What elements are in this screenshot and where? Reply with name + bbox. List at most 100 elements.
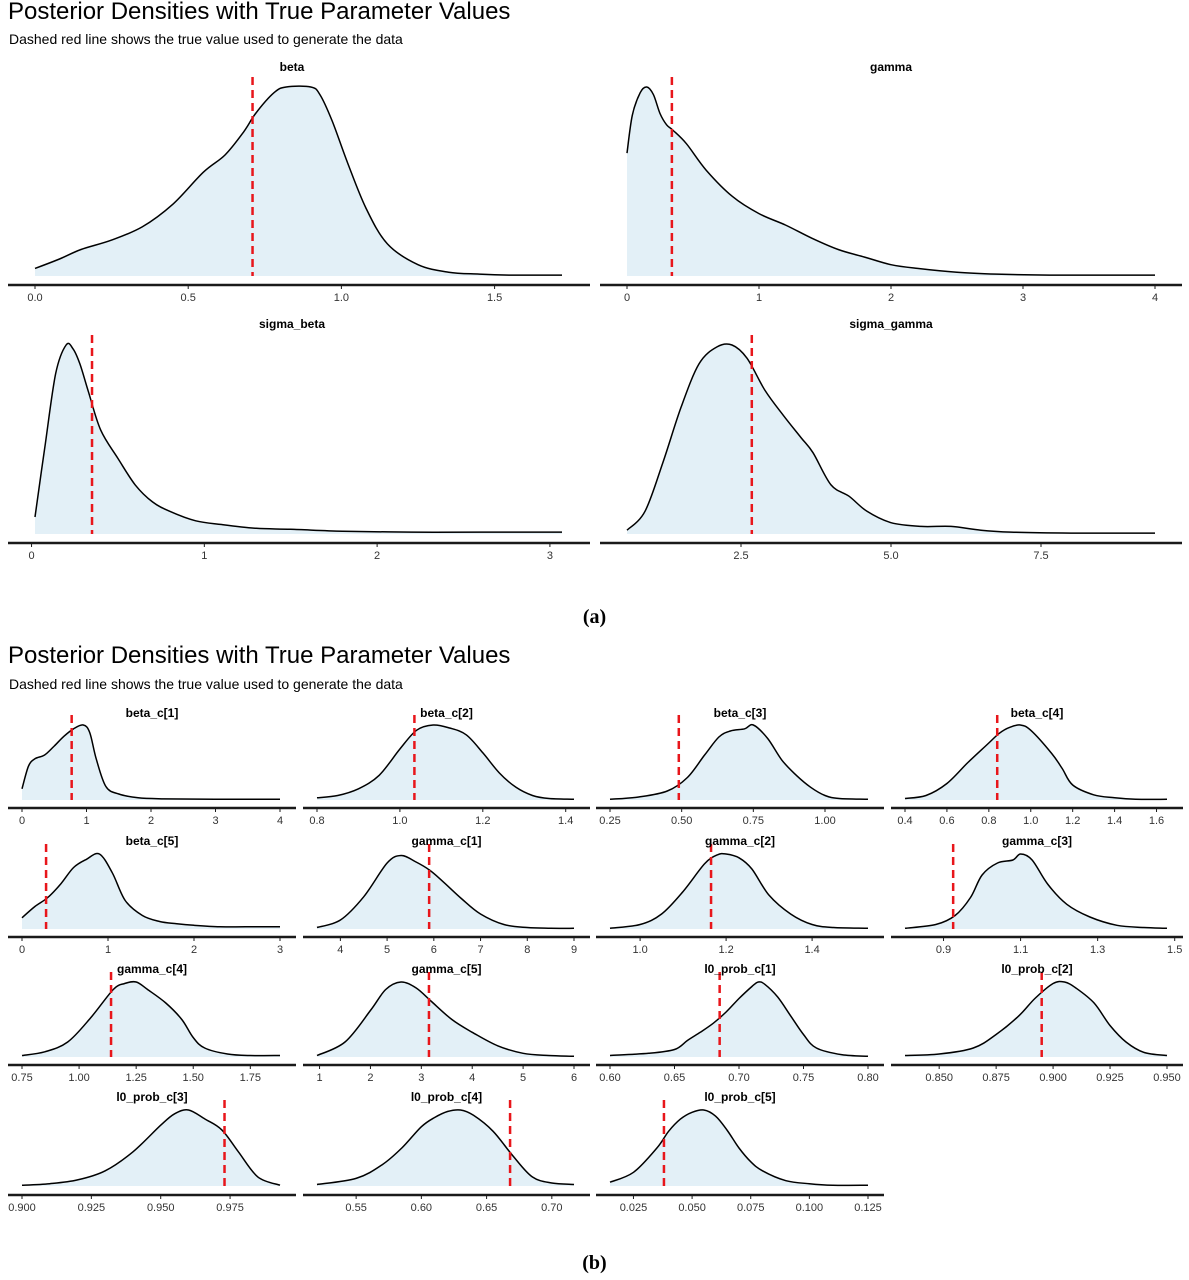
density-area [610,1109,868,1186]
x-tick-label: 0.75 [793,1072,814,1084]
x-tick-label: 2.5 [733,550,748,562]
panel-title: sigma_gamma [849,317,933,331]
density-area [905,854,1167,929]
x-tick-label: 1.0 [392,815,407,827]
density-area [35,343,562,534]
x-tick-label: 1.1 [1013,944,1028,956]
density-area [905,981,1167,1057]
figure-b-subtitle: Dashed red line shows the true value use… [9,676,403,692]
x-tick-label: 1.0 [334,292,349,304]
x-tick-label: 0.025 [620,1202,648,1214]
x-tick-label: 0.5 [181,292,196,304]
x-tick-label: 0 [19,815,25,827]
density-area [610,853,868,929]
x-tick-label: 0.70 [728,1072,749,1084]
figure-b-caption: (b) [582,1252,607,1274]
x-tick-label: 0.950 [147,1202,175,1214]
density-panel: 0 1 2 3 4 beta_c[1] [8,706,296,827]
x-tick-label: 0.65 [664,1072,685,1084]
panel-title: gamma_c[4] [117,962,187,976]
x-tick-label: 0.900 [8,1202,36,1214]
x-tick-label: 1.2 [1065,815,1080,827]
x-tick-label: 1.00 [68,1072,89,1084]
density-area [317,1109,574,1186]
density-panel: 4 5 6 7 8 9 gamma_c[1] [303,834,590,956]
density-panel: 0.75 1.00 1.25 1.50 1.75 gamma_c[4] [8,962,296,1084]
density-area [627,343,1155,534]
x-tick-label: 3 [547,550,553,562]
density-panel: 0 1 2 3 4 gamma [600,60,1182,304]
x-tick-label: 0.70 [541,1202,562,1214]
x-tick-label: 0.6 [939,815,954,827]
x-tick-label: 7.5 [1033,550,1048,562]
x-tick-label: 0.050 [678,1202,706,1214]
x-tick-label: 5.0 [883,550,898,562]
density-area [22,724,280,800]
density-curve [316,854,575,930]
x-tick-label: 4 [1152,292,1158,304]
x-tick-label: 0.975 [216,1202,244,1214]
x-tick-label: 2 [888,292,894,304]
x-tick-label: 1.50 [183,1072,204,1084]
x-tick-label: 1.75 [240,1072,261,1084]
x-tick-label: 1.0 [1023,815,1038,827]
density-curve [609,981,869,1058]
density-panel: 0.9 1.1 1.3 1.5 gamma_c[3] [891,834,1183,956]
x-tick-label: 0.75 [11,1072,32,1084]
x-tick-label: 0.900 [1039,1072,1067,1084]
density-curve [904,980,1168,1057]
density-panel: 1 2 3 4 5 6 gamma_c[5] [303,962,590,1084]
x-tick-label: 0.50 [671,815,692,827]
panel-title: l0_prob_c[4] [411,1090,482,1104]
x-tick-label: 0.80 [857,1072,878,1084]
x-tick-label: 0.075 [737,1202,765,1214]
x-tick-label: 1.3 [1090,944,1105,956]
density-curve [316,1109,575,1186]
density-area [610,981,868,1057]
x-tick-label: 1.2 [718,944,733,956]
figure-a-title: Posterior Densities with True Parameter … [8,0,511,25]
density-area [22,1109,280,1186]
panel-title: beta [280,60,305,74]
x-tick-label: 2 [191,944,197,956]
figure-a-caption: (a) [582,606,607,628]
panel-title: l0_prob_c[1] [704,962,775,976]
density-panel: 0.025 0.050 0.075 0.100 0.125 l0_prob_c[5] [596,1090,884,1214]
x-tick-label: 0.8 [309,815,324,827]
density-curve [316,724,575,801]
x-tick-label: 0.0 [27,292,42,304]
x-tick-label: 0 [28,550,34,562]
figure-b-title: Posterior Densities with True Parameter … [8,642,511,669]
density-panel: 0.25 0.50 0.75 1.00 beta_c[3] [596,706,884,827]
x-tick-label: 1.4 [558,815,573,827]
density-curve [904,724,1168,801]
density-area [317,981,574,1057]
x-tick-label: 3 [277,944,283,956]
density-panel: 0.4 0.6 0.8 1.0 1.2 1.4 1.6 beta_c[4] [891,706,1183,827]
density-curve [34,342,562,533]
x-tick-label: 4 [337,944,343,956]
density-area [905,724,1167,800]
x-tick-label: 1 [83,815,89,827]
x-tick-label: 1.2 [475,815,490,827]
x-tick-label: 4 [469,1072,475,1084]
x-tick-label: 3 [1020,292,1026,304]
x-tick-label: 1.6 [1149,815,1164,827]
density-area [35,86,562,276]
density-panel: 0.0 0.5 1.0 1.5 beta [8,60,590,304]
x-tick-label: 3 [418,1072,424,1084]
x-tick-label: 0.125 [854,1202,882,1214]
panel-title: gamma_c[5] [411,962,481,976]
density-panel: 2.5 5.0 7.5 sigma_gamma [600,317,1182,562]
density-area [317,855,574,929]
x-tick-label: 0.55 [345,1202,366,1214]
density-panel: 0.60 0.65 0.70 0.75 0.80 l0_prob_c[1] [596,962,884,1084]
x-tick-label: 0.25 [599,815,620,827]
x-tick-label: 0 [19,944,25,956]
x-tick-label: 6 [431,944,437,956]
panel-title: gamma_c[1] [411,834,481,848]
density-area [317,724,574,800]
x-tick-label: 1.25 [125,1072,146,1084]
density-curve [609,852,869,930]
density-area [22,981,280,1057]
